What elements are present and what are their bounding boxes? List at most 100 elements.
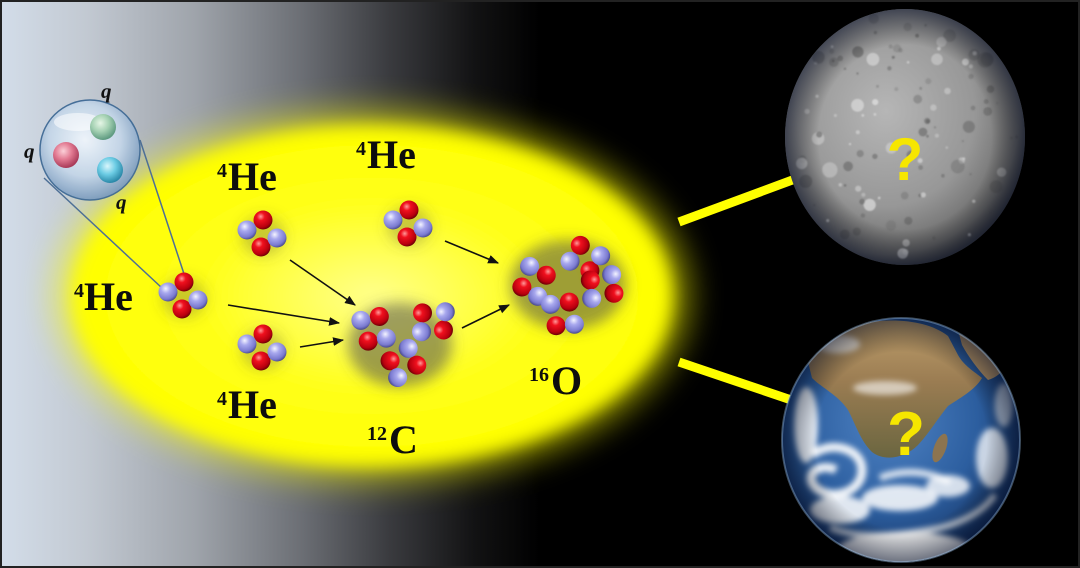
alpha-particle	[158, 272, 208, 319]
mass-number: 4	[217, 160, 227, 182]
neutron-sphere	[376, 328, 396, 348]
neutron-sphere	[388, 368, 408, 388]
helium-4-nucleus	[237, 210, 287, 257]
mass-number: 4	[356, 138, 366, 160]
planet-limb	[785, 9, 1025, 265]
proton-sphere	[580, 270, 600, 290]
alpha-particle	[237, 324, 287, 371]
proton-sphere	[253, 324, 273, 344]
reaction-arrow	[299, 337, 345, 348]
neutron-sphere	[188, 290, 208, 310]
neutron-sphere	[383, 210, 403, 230]
proton-sphere	[358, 331, 378, 351]
mass-number: 4	[217, 388, 227, 410]
proton-sphere	[251, 351, 271, 371]
neutron-sphere	[237, 334, 257, 354]
carbon-12-nucleus	[351, 302, 455, 388]
proton-sphere	[253, 210, 273, 230]
proton-sphere	[174, 272, 194, 292]
yellow-glow-region	[54, 110, 690, 482]
helium-4-label: 4 He	[356, 132, 416, 177]
planet-limb	[782, 318, 1020, 562]
proton-sphere	[407, 355, 427, 375]
arrow-shaft	[677, 357, 811, 411]
helium-4-nucleus	[158, 272, 208, 319]
proton-sphere	[604, 283, 624, 303]
earth-globe-icon: ?	[781, 317, 1021, 563]
element-symbol: C	[389, 417, 418, 462]
proton-sphere	[546, 316, 566, 336]
quark-cyan	[97, 157, 123, 183]
proton-sphere	[412, 303, 432, 323]
neutron-sphere	[237, 220, 257, 240]
element-symbol: He	[84, 274, 133, 319]
zoom-line	[43, 177, 163, 289]
neutron-sphere	[158, 282, 178, 302]
neutron-sphere	[602, 265, 622, 285]
reaction-arrows	[227, 240, 510, 348]
neutron-sphere	[398, 338, 418, 358]
neutron-sphere	[435, 302, 455, 322]
neutron-sphere	[520, 256, 540, 276]
proton-sphere	[399, 200, 419, 220]
neutron-sphere	[564, 314, 584, 334]
helium-4-label: 4 He	[217, 154, 277, 199]
reaction-arrow	[444, 240, 500, 264]
arrow-shaft	[677, 167, 816, 227]
carbon-12-label: 12 C	[367, 417, 418, 462]
proton-sphere	[559, 292, 579, 312]
neutron-sphere	[413, 218, 433, 238]
quark-label: q	[101, 79, 112, 103]
proton-sphere	[172, 299, 192, 319]
alpha-particle	[412, 302, 455, 342]
glow-core	[72, 126, 672, 466]
quark-label: q	[24, 139, 35, 163]
alpha-particle	[383, 200, 433, 247]
proton-sphere	[512, 277, 532, 297]
element-symbol: He	[228, 154, 277, 199]
proton-sphere	[251, 237, 271, 257]
proton-sphere	[536, 265, 556, 285]
oxygen-16-nucleus	[512, 235, 624, 336]
element-symbol: O	[551, 358, 582, 403]
alpha-particle	[512, 256, 556, 306]
proton-sphere	[369, 306, 389, 326]
helium-4-label: 4 He	[74, 274, 133, 319]
quark-label: q	[116, 190, 127, 214]
neutron-sphere	[591, 246, 611, 266]
proton-sphere	[433, 320, 453, 340]
element-symbol: He	[228, 382, 277, 427]
alpha-particle	[541, 292, 584, 336]
proton-sphere	[570, 235, 590, 255]
element-symbol: He	[367, 132, 416, 177]
reaction-arrow	[289, 259, 356, 306]
helium-4-label: 4 He	[217, 382, 277, 427]
bubble-highlight	[54, 113, 102, 131]
alpha-particle	[380, 338, 427, 388]
mass-number: 4	[74, 280, 84, 302]
proton-sphere	[397, 227, 417, 247]
alpha-particle	[580, 265, 624, 308]
reaction-arrow	[227, 304, 341, 326]
neutron-sphere	[412, 322, 432, 342]
neutron-sphere	[541, 294, 561, 314]
neutron-sphere	[267, 228, 287, 248]
neutron-sphere	[351, 310, 371, 330]
oxygen-16-label: 16 O	[529, 358, 582, 403]
zoom-line	[139, 139, 187, 281]
proton-sphere	[380, 351, 400, 371]
neutron-sphere	[560, 251, 580, 271]
mass-number: 16	[529, 364, 549, 386]
helium-4-nucleus	[237, 324, 287, 371]
reaction-arrow	[461, 304, 510, 329]
quark-bubble	[39, 99, 187, 289]
question-mark: ?	[887, 400, 925, 469]
gray-cratered-planet-icon: ?	[785, 9, 1025, 265]
quark-green	[90, 114, 116, 140]
nucleons-layer	[158, 200, 624, 388]
mass-number: 12	[367, 423, 387, 445]
question-mark: ?	[887, 126, 924, 193]
earth-surface	[782, 318, 1020, 562]
